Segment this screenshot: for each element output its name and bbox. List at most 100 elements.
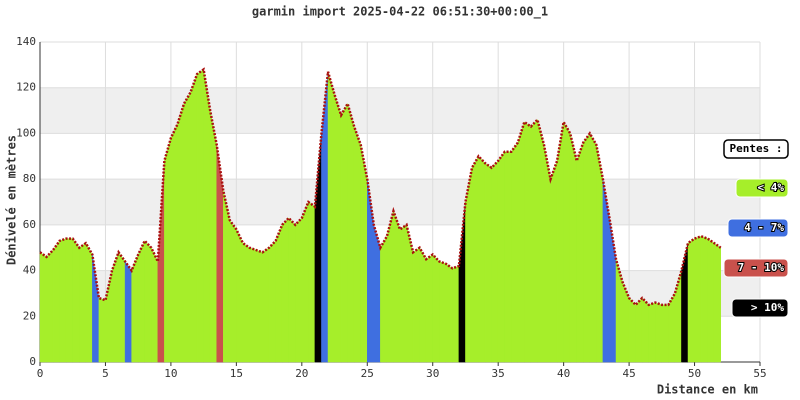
- y-tick-label: 100: [16, 126, 36, 139]
- x-axis-label: Distance en km: [657, 383, 758, 397]
- area-segment: [151, 247, 159, 363]
- x-tick-label: 20: [295, 367, 308, 380]
- area-segment: [203, 69, 211, 363]
- legend-title: Pentes :: [730, 142, 783, 155]
- area-segment: [655, 302, 663, 363]
- area-segment: [288, 217, 296, 363]
- area-segment: [124, 260, 132, 363]
- legend-swatch: [735, 178, 789, 198]
- area-segment: [164, 137, 172, 363]
- x-tick-label: 30: [426, 367, 439, 380]
- area-segment: [491, 160, 499, 363]
- area-segment: [85, 242, 93, 363]
- area-segment: [412, 247, 420, 363]
- area-segment: [46, 249, 54, 363]
- area-segment: [524, 121, 532, 363]
- area-segment: [537, 119, 545, 363]
- area-segment: [275, 224, 283, 363]
- area-segment: [399, 224, 407, 363]
- area-segment: [550, 160, 558, 363]
- area-segment: [425, 254, 433, 363]
- area-segment: [65, 238, 73, 363]
- area-segment: [687, 238, 695, 363]
- area-segment: [98, 297, 106, 363]
- area-segment: [393, 211, 401, 363]
- area-segment: [432, 253, 440, 363]
- area-segment: [295, 217, 303, 363]
- area-segment: [661, 304, 669, 363]
- x-tick-label: 15: [230, 367, 243, 380]
- grid-band: [40, 87, 760, 134]
- area-segment: [380, 235, 388, 363]
- y-tick-label: 120: [16, 81, 36, 94]
- legend-label: > 10%: [751, 301, 784, 314]
- x-tick-label: 35: [492, 367, 505, 380]
- area-segment: [484, 162, 492, 363]
- area-segment: [648, 302, 656, 363]
- legend-title-box: [723, 139, 789, 159]
- legend-label: < 4%: [758, 181, 785, 194]
- area-segment: [452, 265, 460, 363]
- y-tick-label: 0: [29, 355, 36, 368]
- area-segment: [419, 246, 427, 363]
- area-segment: [118, 251, 126, 363]
- x-tick-label: 5: [102, 367, 109, 380]
- area-segment: [583, 132, 591, 363]
- y-axis-label: Dénivelé en mètres: [5, 135, 19, 265]
- area-segment: [596, 144, 604, 363]
- area-segment: [170, 124, 178, 363]
- area-segment: [79, 242, 87, 363]
- x-tick-label: 25: [361, 367, 374, 380]
- area-segment: [190, 73, 198, 363]
- area-segment: [131, 254, 139, 363]
- area-segment: [576, 142, 584, 363]
- area-segment: [713, 242, 721, 363]
- area-segment: [301, 201, 309, 363]
- area-segment: [628, 297, 636, 363]
- grid-band: [40, 179, 760, 225]
- area-segment: [72, 237, 80, 363]
- x-tick-label: 55: [753, 367, 766, 380]
- area-segment: [635, 297, 643, 363]
- legend-label: 7 - 10%: [738, 261, 785, 274]
- y-tick-label: 80: [23, 172, 36, 185]
- area-segment: [511, 141, 519, 363]
- area-segment: [530, 119, 538, 363]
- area-segment: [137, 240, 145, 363]
- area-segment: [196, 68, 204, 363]
- area-segment: [327, 71, 335, 363]
- area-segment: [458, 201, 466, 363]
- legend-swatch: [727, 218, 789, 238]
- area-segment: [347, 103, 355, 363]
- legend-swatch: [723, 258, 789, 278]
- area-segment: [236, 229, 244, 363]
- y-tick-label: 140: [16, 35, 36, 48]
- area-segment: [183, 91, 191, 363]
- area-segment: [471, 155, 479, 363]
- area-segment: [517, 121, 525, 363]
- area-segment: [255, 249, 263, 363]
- area-segment: [216, 144, 224, 363]
- area-segment: [229, 219, 237, 363]
- x-tick-label: 45: [622, 367, 635, 380]
- area-segment: [360, 144, 368, 363]
- area-segment: [281, 217, 289, 363]
- area-segment: [543, 144, 551, 363]
- area-segment: [334, 94, 342, 363]
- area-segment: [52, 240, 60, 363]
- area-segment: [59, 238, 67, 363]
- area-segment: [589, 132, 597, 363]
- area-segment: [144, 240, 152, 363]
- area-segment: [641, 297, 649, 363]
- y-tick-label: 40: [23, 264, 36, 277]
- area-segment: [39, 251, 47, 363]
- area-segment: [694, 235, 702, 363]
- area-segment: [569, 133, 577, 363]
- area-segment: [504, 151, 512, 363]
- area-segment: [209, 110, 217, 363]
- x-tick-label: 40: [557, 367, 570, 380]
- area-segment: [177, 103, 185, 363]
- area-segment: [353, 126, 361, 363]
- area-segment: [308, 201, 316, 363]
